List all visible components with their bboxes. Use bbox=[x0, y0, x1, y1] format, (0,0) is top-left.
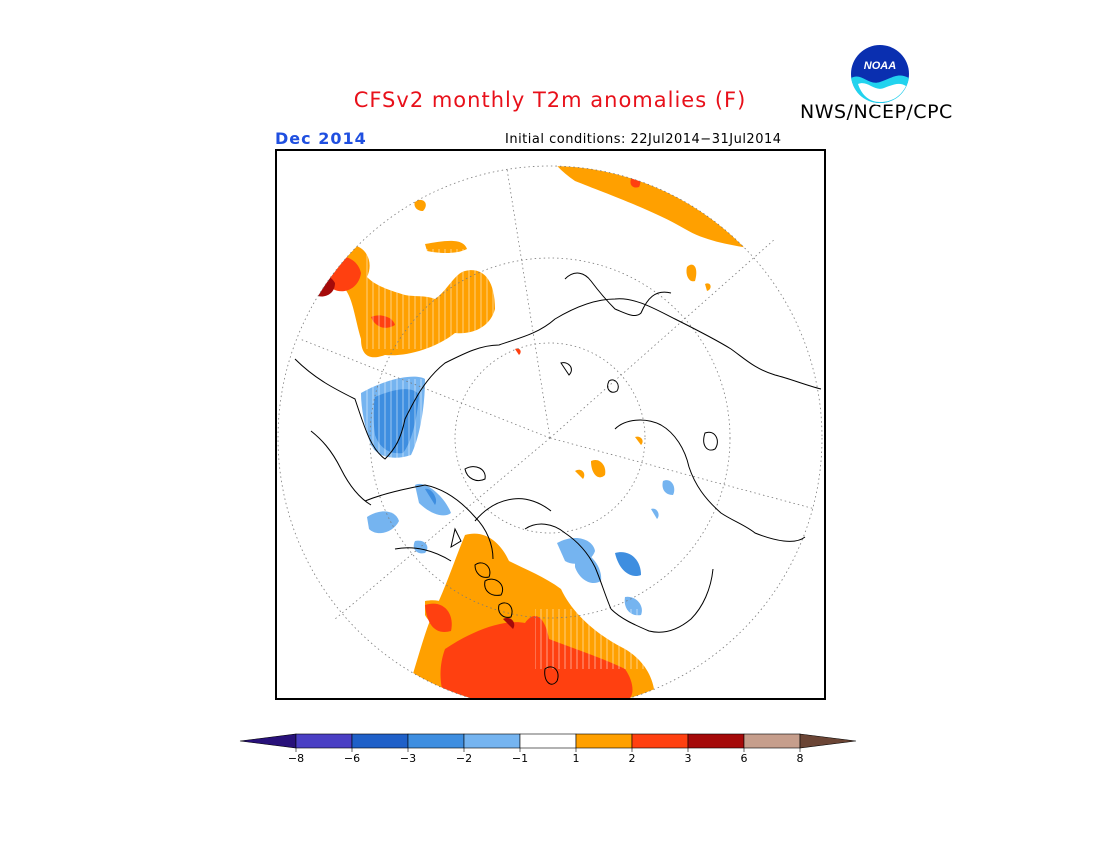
colorbar-tick-label: 2 bbox=[629, 752, 636, 765]
anomaly-region bbox=[635, 436, 643, 445]
anomaly-region bbox=[515, 348, 521, 355]
anomaly-region bbox=[575, 550, 602, 584]
anomaly-region bbox=[705, 283, 711, 291]
colorbar-tick-label: 3 bbox=[685, 752, 692, 765]
anomaly-region bbox=[662, 480, 675, 495]
map-title: CFSv2 monthly T2m anomalies (F) bbox=[353, 88, 747, 112]
colorbar-swatch bbox=[687, 733, 745, 749]
anomaly-region bbox=[414, 199, 426, 211]
colorbar-ticks: −8 −6 −3 −2 −1 1 2 3 6 8 bbox=[288, 748, 804, 765]
colorbar-swatch bbox=[295, 733, 353, 749]
colorbar-tick-label: 6 bbox=[741, 752, 748, 765]
colorbar-swatch bbox=[407, 733, 465, 749]
noaa-logo: NOAA bbox=[849, 43, 911, 105]
colorbar-tick-label: −1 bbox=[512, 752, 528, 765]
graticule bbox=[277, 165, 823, 700]
forecast-month: Dec 2014 bbox=[275, 129, 367, 148]
anomaly-map bbox=[275, 149, 826, 700]
colorbar-swatch bbox=[519, 733, 577, 749]
anomaly-region bbox=[425, 603, 452, 632]
colorbar-swatch bbox=[463, 733, 521, 749]
anomaly-region bbox=[575, 469, 585, 479]
colorbar-high-arrow bbox=[799, 733, 857, 749]
anomaly-region bbox=[503, 617, 515, 629]
agency-label: NWS/NCEP/CPC bbox=[800, 101, 953, 123]
anomaly-region bbox=[367, 511, 399, 534]
colorbar-swatch bbox=[575, 733, 633, 749]
noaa-logo-text: NOAA bbox=[864, 60, 896, 72]
initial-conditions: Initial conditions: 22Jul2014−31Jul2014 bbox=[505, 132, 782, 147]
colorbar-swatches bbox=[239, 733, 857, 749]
colorbar-tick-label: −2 bbox=[456, 752, 472, 765]
anomaly-region bbox=[591, 459, 606, 478]
colorbar-low-arrow bbox=[239, 733, 297, 749]
anomaly-region bbox=[545, 166, 755, 249]
anomaly-region bbox=[686, 264, 697, 282]
colorbar-tick-label: −6 bbox=[344, 752, 360, 765]
colorbar-tick-label: 1 bbox=[573, 752, 580, 765]
colorbar-tick-label: −3 bbox=[400, 752, 416, 765]
colorbar-swatch bbox=[631, 733, 689, 749]
colorbar: −8 −6 −3 −2 −1 1 2 3 6 8 bbox=[239, 733, 857, 765]
coastlines bbox=[294, 272, 822, 685]
anomaly-region bbox=[425, 488, 437, 505]
colorbar-tick-label: 8 bbox=[797, 752, 804, 765]
anomaly-region bbox=[651, 508, 659, 519]
anomaly-region bbox=[615, 552, 641, 577]
colorbar-tick-label: −8 bbox=[288, 752, 304, 765]
anomaly-region bbox=[413, 540, 428, 554]
map-frame bbox=[275, 149, 826, 700]
colorbar-swatch bbox=[351, 733, 409, 749]
colorbar-swatch bbox=[743, 733, 801, 749]
